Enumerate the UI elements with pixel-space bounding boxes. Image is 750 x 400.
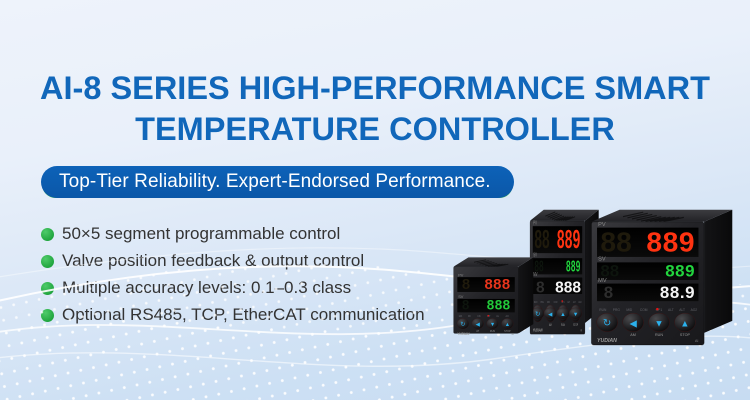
svg-text:◀: ◀ <box>548 312 553 318</box>
svg-text:8: 8 <box>536 279 545 296</box>
svg-text:▼: ▼ <box>573 312 579 318</box>
svg-text:888: 888 <box>555 279 581 296</box>
svg-text:▲: ▲ <box>560 312 566 318</box>
svg-text:↻: ↻ <box>535 311 540 318</box>
